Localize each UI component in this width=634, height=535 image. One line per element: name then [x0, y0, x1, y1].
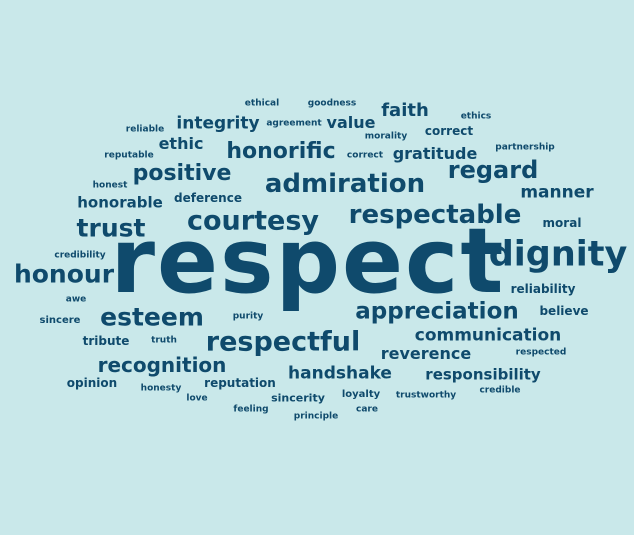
word-reputable: reputable [104, 150, 154, 161]
word-honest: honest [92, 180, 128, 191]
word-goodness: goodness [307, 98, 357, 109]
word-communication: communication [414, 325, 562, 346]
word-appreciation: appreciation [355, 298, 519, 325]
word-respect: respect [110, 209, 506, 314]
word-deference: deference [174, 191, 242, 205]
word-care: care [356, 404, 378, 415]
word-believe: believe [539, 304, 589, 318]
word-recognition: recognition [97, 353, 227, 377]
word-respectful: respectful [205, 326, 361, 358]
word-correct: correct [424, 124, 474, 138]
word-purity: purity [232, 311, 264, 322]
word-loyalty: loyalty [341, 389, 381, 400]
word-credibility: credibility [54, 250, 106, 261]
word-integrity: integrity [176, 113, 260, 134]
word-admiration: admiration [264, 169, 426, 199]
word-respectable: respectable [348, 200, 522, 230]
word-courtesy: courtesy [187, 205, 319, 237]
word-ethics: ethics [460, 111, 492, 122]
word-reputation: reputation [204, 376, 276, 390]
word-honesty: honesty [140, 383, 182, 394]
word-dignity: dignity [488, 234, 628, 275]
word-truth: truth [151, 335, 177, 346]
word-moral: moral [542, 216, 582, 230]
word-tribute: tribute [82, 334, 130, 348]
word-reverence: reverence [380, 344, 472, 363]
word-responsibility: responsibility [425, 365, 541, 384]
word-reliable: reliable [125, 124, 165, 135]
word-regard: regard [447, 156, 539, 184]
word-awe: awe [65, 294, 87, 305]
word-reliability: reliability [510, 282, 576, 296]
word-credible: credible [479, 385, 521, 396]
word-value: value [326, 113, 376, 132]
word-love: love [186, 393, 208, 404]
word-honour: honour [13, 259, 115, 289]
word-handshake: handshake [288, 363, 392, 384]
word-faith: faith [381, 100, 429, 121]
word-respected: respected [515, 347, 567, 358]
word-manner: manner [520, 182, 594, 203]
word-ethic: ethic [158, 134, 204, 153]
word-sincere: sincere [39, 315, 81, 326]
word-agreement: agreement [266, 118, 322, 129]
word-opinion: opinion [66, 376, 118, 390]
word-gratitude: gratitude [392, 144, 478, 163]
word-feeling: feeling [233, 404, 269, 415]
word-honorific: honorific [226, 139, 336, 164]
word-honorable: honorable [77, 193, 163, 212]
word-trustworthy: trustworthy [395, 390, 457, 401]
word-partnership: partnership [495, 142, 555, 153]
word-sincerity: sincerity [271, 391, 325, 405]
word-trust: trust [76, 213, 146, 243]
word-correct-small: correct [346, 150, 384, 161]
word-positive: positive [132, 161, 232, 186]
word-morality: morality [364, 131, 408, 142]
word-ethical: ethical [244, 98, 280, 109]
word-principle: principle [293, 411, 339, 422]
word-esteem: esteem [100, 302, 204, 332]
